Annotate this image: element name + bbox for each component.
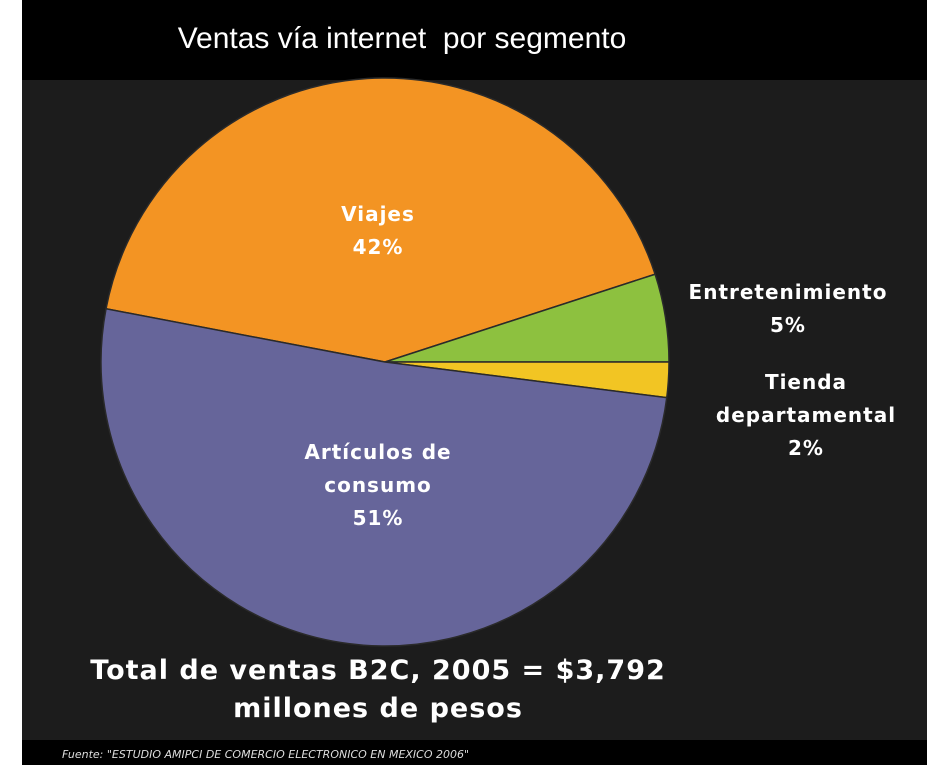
pie [100,77,670,647]
value-label: 5% [770,313,806,337]
slice-label: Viajes 42% [278,198,478,264]
annotation: millones de pesos [233,693,523,724]
pie-slice [100,307,668,647]
pie-slice [105,77,657,363]
annotation: Total de ventas B2C, 2005 = $3,792 [90,655,666,686]
slice-label: Entretenimiento 5% [658,276,918,342]
category-label: Viajes [341,202,415,226]
chart: Ventas vía internet por segmento Fuente:… [22,0,927,765]
value-label: 42% [352,235,404,259]
slice-label: Artículos de consumo 51% [278,436,478,535]
category-label: Entretenimiento [688,280,888,304]
category-label: Artículos de consumo [304,440,452,497]
category-label: Tienda departamental [715,370,897,427]
chart-title: Ventas vía internet por segmento [177,22,627,55]
source-note: Fuente: "ESTUDIO AMIPCI DE COMERCIO ELEC… [62,748,470,761]
value-label: 2% [788,436,824,460]
value-label: 51% [352,506,404,530]
slice-label: Tienda departamental 2% [711,366,901,465]
